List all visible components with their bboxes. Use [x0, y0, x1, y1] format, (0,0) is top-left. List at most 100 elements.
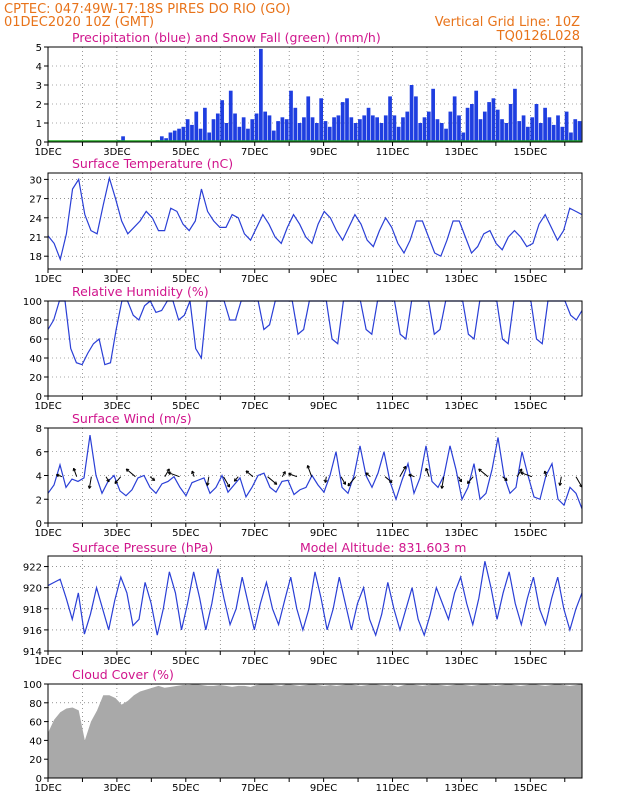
- wind-arrowhead: [282, 471, 286, 475]
- wind-arrow: [559, 476, 562, 486]
- cloud-ytick-label: 20: [29, 755, 42, 766]
- rh-ytick-label: 80: [29, 316, 42, 327]
- rh-xtick-label: 11DEC: [376, 401, 410, 412]
- rh-xtick-label: 15DEC: [513, 401, 547, 412]
- wind-arrowhead: [106, 478, 110, 483]
- wind-xtick-label: 15DEC: [513, 528, 547, 539]
- pressure-ytick-label: 922: [23, 563, 42, 574]
- wind-arrow: [384, 476, 393, 483]
- wind-xtick-label: 1DEC: [34, 528, 61, 539]
- wind-arrow: [520, 472, 533, 478]
- wind-arrowhead: [466, 480, 471, 485]
- wind-frame: [47, 427, 583, 524]
- temp-ytick-label: 27: [29, 195, 42, 206]
- wind-arrowhead: [388, 479, 393, 483]
- precip-bar: [465, 107, 470, 142]
- cloud-ytick-label: 100: [23, 680, 42, 691]
- rh-xtick-label: 9DEC: [310, 401, 337, 412]
- wind-arrow: [168, 472, 180, 478]
- precip-bar: [508, 104, 513, 142]
- rh-panel-title: Relative Humidity (%): [72, 284, 209, 299]
- temp-xtick-label: 11DEC: [376, 274, 410, 285]
- cloud-ytick-label: 0: [36, 774, 42, 785]
- precip-bar: [289, 90, 293, 142]
- wind-panel: 0 2 4 6 8 1DEC 3DEC 5DEC 7DEC 9DEC 11DEC 13DEC 15DEC: [34, 424, 583, 539]
- precip-bar: [263, 111, 268, 142]
- wind-arrowhead: [504, 477, 508, 482]
- precip-bar: [435, 119, 440, 142]
- rh-xtick-label: 5DEC: [172, 401, 199, 412]
- precip-bar: [530, 117, 535, 142]
- precip-bar: [375, 117, 379, 142]
- precip-bar: [551, 124, 556, 142]
- wind-arrow: [425, 468, 430, 477]
- precip-bar: [478, 119, 483, 142]
- precip-bar: [323, 121, 328, 142]
- precip-bar: [319, 98, 324, 142]
- wind-arrow: [441, 476, 445, 489]
- pressure-series-line: [47, 561, 583, 638]
- precip-bar: [302, 117, 306, 142]
- precip-bar: [474, 90, 479, 142]
- precip-bar: [121, 136, 125, 142]
- wind-arrowhead: [306, 465, 311, 469]
- header-model-code: TQ0126L028: [496, 29, 580, 44]
- wind-arrow: [245, 470, 254, 478]
- header-station: CPTEC: 047:49W-17:18S PIRES DO RIO (GO): [4, 2, 291, 17]
- wind-arrowhead: [478, 468, 482, 472]
- wind-arrow: [340, 476, 346, 485]
- precip-bar: [547, 117, 552, 142]
- temp-ytick-label: 21: [29, 233, 42, 244]
- precip-bar: [418, 123, 423, 142]
- precip-bar: [340, 102, 345, 142]
- precip-bar: [233, 113, 237, 142]
- precip-bar: [241, 117, 246, 142]
- wind-arrowhead: [273, 481, 278, 485]
- precip-bar: [362, 115, 367, 142]
- cloud-xtick-label: 1DEC: [34, 783, 61, 794]
- precip-ytick-label: 5: [36, 43, 42, 54]
- wind-xtick-label: 3DEC: [103, 528, 130, 539]
- cloud-xtick-label: 9DEC: [310, 783, 337, 794]
- wind-arrowhead: [323, 479, 328, 483]
- precip-bar: [396, 126, 401, 142]
- wind-arrow: [478, 468, 489, 478]
- wind-arrowhead: [87, 485, 92, 489]
- wind-arrowhead: [191, 470, 195, 475]
- temp-xtick-label: 1DEC: [34, 274, 61, 285]
- precip-bar: [444, 128, 448, 142]
- rh-panel: 0 20 40 60 80 100 1DEC 3DEC 5DEC 7DEC 9DEC 11DEC 13D…: [23, 297, 583, 412]
- precip-bar: [177, 128, 181, 142]
- precip-xtick-label: 15DEC: [513, 147, 547, 158]
- wind-arrowhead: [408, 473, 412, 478]
- precip-bar: [526, 126, 530, 142]
- wind-arrow: [267, 476, 278, 485]
- precip-bar: [306, 96, 311, 142]
- wind-arrow: [347, 476, 357, 487]
- precip-bar: [569, 132, 573, 142]
- rh-xtick-label: 7DEC: [241, 401, 268, 412]
- rh-ytick-label: 40: [29, 354, 42, 365]
- rh-ytick-label: 60: [29, 335, 42, 346]
- wind-arrow: [516, 468, 523, 477]
- pressure-ytick-label: 918: [23, 605, 42, 616]
- wind-arrow: [164, 468, 170, 477]
- temp-xtick-label: 3DEC: [103, 274, 130, 285]
- wind-arrowhead: [233, 478, 238, 482]
- precip-bar: [215, 113, 220, 142]
- rh-frame: [47, 300, 583, 397]
- wind-xtick-label: 13DEC: [445, 528, 479, 539]
- header-grid-line: Vertical Grid Line: 10Z: [435, 15, 580, 30]
- wind-arrowhead: [125, 468, 130, 472]
- precip-bar: [543, 107, 547, 142]
- wind-arrowhead: [425, 467, 429, 472]
- precip-xtick-label: 1DEC: [34, 147, 61, 158]
- wind-arrow: [467, 476, 474, 484]
- precip-bar: [332, 117, 336, 142]
- precip-bar: [538, 123, 543, 142]
- cloud-ytick-label: 60: [29, 718, 42, 729]
- precip-bar: [349, 117, 354, 142]
- precip-bar: [237, 126, 242, 142]
- temp-ytick-label: 18: [29, 252, 42, 263]
- precip-bar: [336, 115, 341, 142]
